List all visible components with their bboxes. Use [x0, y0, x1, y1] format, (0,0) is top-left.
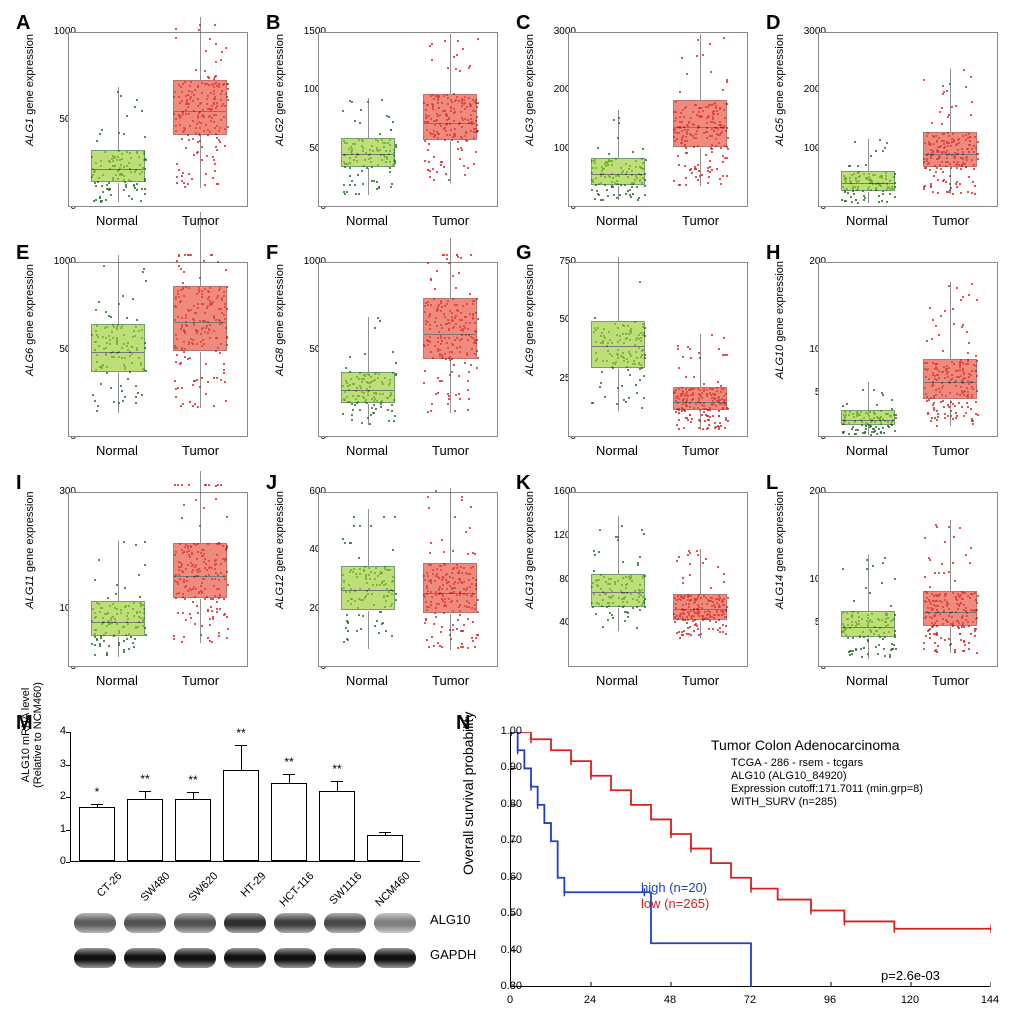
xlabel-tumor: Tumor [182, 443, 219, 458]
chart-area [68, 32, 248, 207]
chart-area [568, 492, 748, 667]
bar-SW620 [175, 799, 211, 861]
panel-H: H 3.28-fold p=4.59e-62 ALG10 gene expres… [760, 240, 1010, 470]
xlabel-normal: Normal [596, 673, 638, 688]
panel-A: A 2.45-fold p=6.38e-58 ALG1 gene express… [10, 10, 260, 240]
bar-CT-26 [79, 807, 115, 861]
svg-text:Tumor Colon Adenocarcinoma: Tumor Colon Adenocarcinoma [711, 737, 900, 753]
chart-area [568, 262, 748, 437]
y-axis-label: ALG3 gene expression [524, 10, 536, 170]
svg-text:low (n=265): low (n=265) [641, 896, 709, 911]
panel-E: E 1.35-fold p=7.1e-15 ALG6 gene expressi… [10, 240, 260, 470]
panel-B: B 1.57-fold p=1.67e-29 ALG2 gene express… [260, 10, 510, 240]
chart-area [318, 492, 498, 667]
y-axis-label: ALG8 gene expression [274, 240, 286, 400]
xlabel-normal: Normal [96, 673, 138, 688]
bar-NCM460 [367, 835, 403, 861]
figure-root: A 2.45-fold p=6.38e-58 ALG1 gene express… [10, 10, 1010, 1010]
chart-area [318, 32, 498, 207]
xlabel-normal: Normal [846, 213, 888, 228]
xlabel-normal: Normal [846, 673, 888, 688]
bar-HCT-116 [271, 783, 307, 861]
panel-K: K 0.79-fold p=5.52e-15 ALG13 gene expres… [510, 470, 760, 700]
y-axis-label: ALG9 gene expression [524, 240, 536, 400]
y-axis-label: ALG10 gene expression [774, 240, 786, 400]
y-axis-label: ALG14 gene expression [774, 470, 786, 630]
panel-M-ylabel: ALG10 mRNA level (Relative to NCM460) [20, 670, 44, 800]
western-blot-alg10 [70, 910, 420, 936]
svg-text:ALG10 (ALG10_84920): ALG10 (ALG10_84920) [731, 770, 847, 782]
chart-area [568, 32, 748, 207]
y-axis-label: ALG11 gene expression [24, 470, 36, 630]
xlabel-tumor: Tumor [432, 213, 469, 228]
xlabel-tumor: Tumor [682, 443, 719, 458]
panel-F: F 2.29-fold p=1.66e-56 ALG8 gene express… [260, 240, 510, 470]
xlabel-normal: Normal [96, 443, 138, 458]
boxplot-grid: A 2.45-fold p=6.38e-58 ALG1 gene express… [10, 10, 1010, 700]
bar-HT-29 [223, 770, 259, 861]
xlabel-tumor: Tumor [932, 213, 969, 228]
xlabel-tumor: Tumor [182, 673, 219, 688]
xlabel-normal: Normal [596, 443, 638, 458]
xlabel-tumor: Tumor [682, 213, 719, 228]
xlabel-tumor: Tumor [932, 443, 969, 458]
y-axis-label: ALG6 gene expression [24, 240, 36, 400]
y-axis-label: ALG13 gene expression [524, 470, 536, 630]
bar-SW1116 [319, 791, 355, 861]
xlabel-normal: Normal [346, 673, 388, 688]
y-axis-label: ALG2 gene expression [274, 10, 286, 170]
xlabel-tumor: Tumor [682, 673, 719, 688]
xlabel-normal: Normal [96, 213, 138, 228]
xlabel-normal: Normal [346, 213, 388, 228]
panel-label: I [16, 472, 22, 495]
chart-area [68, 262, 248, 437]
svg-text:p=2.6e-03: p=2.6e-03 [881, 968, 940, 983]
panel-M: M ALG10 mRNA level (Relative to NCM460) … [10, 710, 450, 1010]
svg-text:high (n=20): high (n=20) [641, 880, 707, 895]
xlabel-normal: Normal [596, 213, 638, 228]
chart-area [68, 492, 248, 667]
svg-text:TCGA - 286 - rsem - tcgars: TCGA - 286 - rsem - tcgars [731, 757, 864, 769]
chart-area [818, 492, 998, 667]
xlabel-tumor: Tumor [432, 443, 469, 458]
chart-area [818, 32, 998, 207]
y-axis-label: ALG1 gene expression [24, 10, 36, 170]
western-blot-gapdh [70, 945, 420, 971]
panel-I: I 2.0-fold p=2.2e-35 ALG11 gene expressi… [10, 470, 260, 700]
panel-J: J 1.10-fold p=4.79e-01 ALG12 gene expres… [260, 470, 510, 700]
xlabel-normal: Normal [346, 443, 388, 458]
bar-SW480 [127, 799, 163, 861]
svg-text:Expression cutoff:171.7011 (mi: Expression cutoff:171.7011 (min.grp=8) [731, 783, 923, 795]
panel-N: N Overall survival probability Tumor Col… [450, 710, 1010, 1010]
bar-chart: * ** ** ** ** ** [70, 732, 420, 862]
xlabel-tumor: Tumor [432, 673, 469, 688]
xlabel-tumor: Tumor [932, 673, 969, 688]
km-chart: Tumor Colon Adenocarcinoma TCGA - 286 - r… [510, 732, 990, 987]
chart-area [318, 262, 498, 437]
y-axis-label: ALG5 gene expression [774, 10, 786, 170]
panel-D: D 2.45-fold p=2.08e-51 ALG5 gene express… [760, 10, 1010, 240]
km-ylabel: Overall survival probability [460, 712, 476, 875]
svg-text:WITH_SURV (n=285): WITH_SURV (n=285) [731, 796, 837, 808]
panel-L: L 1.45-fold p=4.01e-21 ALG14 gene expres… [760, 470, 1010, 700]
panel-C: C 2.45-fold p=6.38e-58 ALG3 gene express… [510, 10, 760, 240]
chart-area [818, 262, 998, 437]
xlabel-normal: Normal [846, 443, 888, 458]
panel-G: G 0.39-fold p=1.36e-62 ALG9 gene express… [510, 240, 760, 470]
y-axis-label: ALG12 gene expression [274, 470, 286, 630]
